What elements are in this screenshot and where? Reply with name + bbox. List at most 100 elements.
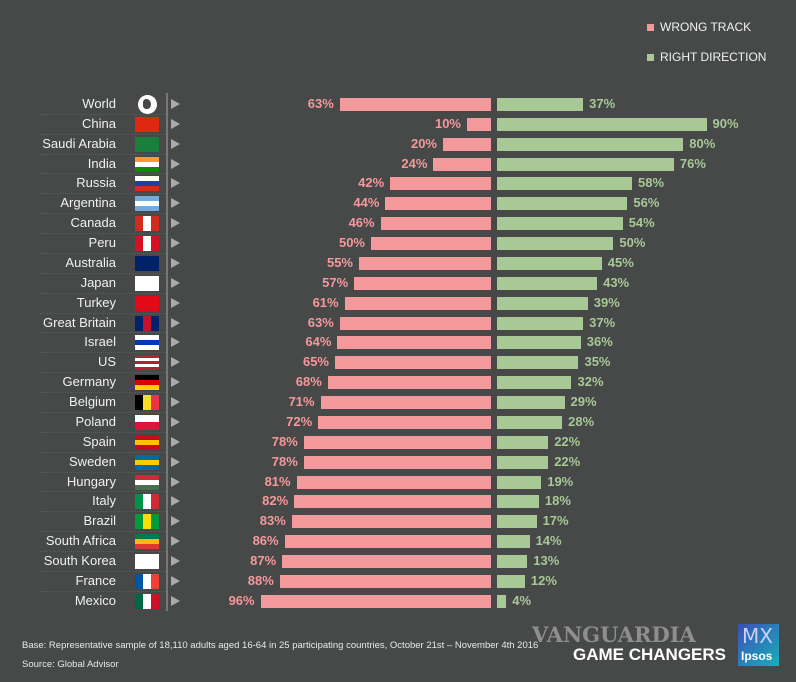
row-arrow-icon	[171, 238, 180, 249]
category-label: Great Britain	[43, 314, 116, 330]
category-label: South Africa	[45, 533, 116, 549]
category-label: Sweden	[69, 453, 116, 469]
category-label: Canada	[70, 215, 116, 231]
flag-icon	[135, 554, 159, 569]
row-separator	[40, 312, 166, 314]
flag-icon	[135, 275, 159, 291]
bar-wrong-track	[320, 396, 491, 410]
row-separator	[40, 431, 166, 433]
flag-icon	[135, 534, 159, 550]
category-label: Mexico	[74, 592, 116, 608]
legend-right-direction: RIGHT DIRECTION	[647, 50, 766, 64]
category-label: Argentina	[60, 195, 116, 211]
bar-right-direction	[497, 356, 579, 370]
row-arrow-icon	[171, 357, 180, 368]
flag-icon	[135, 514, 159, 530]
category-label: South Korea	[43, 553, 116, 568]
category-label: Belgium	[69, 394, 116, 410]
bar-wrong-track	[303, 455, 491, 469]
bar-right-direction	[497, 98, 584, 111]
axis-divider	[166, 93, 168, 611]
bar-wrong-track	[359, 256, 491, 270]
value-label-wrong: 42%	[358, 175, 385, 191]
row-arrow-icon	[171, 178, 180, 189]
bar-right-direction	[497, 495, 539, 509]
bar-right-direction	[497, 336, 581, 350]
bar-right-direction	[497, 177, 633, 191]
value-label-wrong: 82%	[262, 493, 289, 509]
row-arrow-icon	[171, 218, 180, 229]
value-label-right: 39%	[593, 294, 620, 310]
row-arrow-icon	[171, 317, 180, 328]
flag-icon	[135, 474, 159, 490]
category-label: Australia	[65, 254, 116, 270]
bar-right-direction	[497, 316, 584, 330]
bar-wrong-track	[385, 197, 491, 211]
row-arrow-icon	[171, 436, 180, 447]
bar-wrong-track	[344, 296, 491, 310]
row-arrow-icon	[171, 397, 180, 408]
category-label: France	[75, 572, 116, 588]
row-separator	[40, 252, 166, 254]
globe-icon	[138, 95, 157, 114]
bar-right-direction	[497, 237, 614, 251]
value-label-right: 19%	[547, 473, 574, 489]
flag-icon	[135, 395, 159, 411]
legend-label-wrong: WRONG TRACK	[660, 20, 752, 34]
value-label-right: 45%	[607, 254, 634, 270]
bar-right-direction	[497, 475, 542, 489]
row-arrow-icon	[171, 198, 180, 209]
row-separator	[40, 272, 166, 274]
bar-wrong-track	[279, 574, 491, 588]
bar-right-direction	[497, 594, 507, 608]
value-label-right: 22%	[554, 453, 581, 469]
bar-right-direction	[497, 555, 528, 568]
row-separator	[40, 213, 166, 215]
value-label-right: 56%	[633, 195, 660, 211]
category-label: Israel	[84, 334, 116, 350]
row-arrow-icon	[171, 595, 180, 606]
category-label: Russia	[76, 175, 116, 191]
value-label-wrong: 87%	[250, 553, 277, 568]
flag-icon	[135, 494, 159, 510]
bar-wrong-track	[467, 117, 491, 131]
value-label-right: 29%	[570, 394, 597, 410]
row-separator	[40, 531, 166, 533]
flag-icon	[135, 414, 159, 430]
value-label-right: 37%	[589, 314, 616, 330]
flag-icon	[135, 236, 159, 252]
category-label: Peru	[88, 235, 116, 251]
value-label-right: 50%	[619, 235, 646, 251]
watermark-logo: VANGUARDIA	[532, 622, 696, 647]
value-label-right: 58%	[638, 175, 665, 191]
value-label-wrong: 88%	[247, 572, 274, 588]
bar-right-direction	[497, 455, 549, 469]
footer-base: Base: Representative sample of 18,110 ad…	[22, 640, 539, 651]
category-label: Poland	[75, 413, 116, 429]
category-label: Italy	[92, 493, 116, 509]
value-label-right: 76%	[679, 155, 706, 171]
legend-wrong-track: WRONG TRACK	[647, 20, 751, 34]
bar-right-direction	[497, 296, 588, 310]
value-label-wrong: 10%	[434, 115, 461, 131]
row-arrow-icon	[171, 496, 180, 507]
row-separator	[40, 451, 166, 453]
row-arrow-icon	[171, 476, 180, 487]
bar-wrong-track	[354, 276, 491, 290]
category-label: India	[87, 155, 116, 171]
bar-wrong-track	[339, 98, 491, 111]
value-label-right: 17%	[542, 513, 569, 529]
value-label-right: 12%	[530, 572, 557, 588]
flag-icon	[135, 573, 159, 589]
value-label-right: 43%	[603, 274, 630, 290]
value-label-right: 37%	[589, 96, 616, 111]
value-label-wrong: 96%	[228, 592, 255, 608]
bar-wrong-track	[318, 415, 491, 429]
flag-icon	[135, 176, 159, 192]
value-label-wrong: 63%	[307, 314, 334, 330]
bar-wrong-track	[284, 535, 491, 549]
bar-right-direction	[497, 515, 537, 529]
flag-icon	[135, 136, 159, 152]
flag-icon	[135, 375, 159, 391]
